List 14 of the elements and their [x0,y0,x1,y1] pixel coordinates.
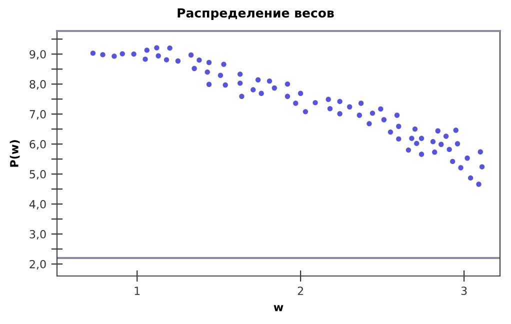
x-axis-title: w [274,305,284,312]
y-tick-label: 7,0 [30,110,46,120]
y-tick-label: 2,0 [30,260,46,270]
x-tick-label: 1 [134,286,140,295]
y-tick-label: 3,0 [30,230,46,240]
y-axis-title: P(w) [10,140,20,167]
y-tick-label: 6,0 [30,140,46,150]
y-tick-label: 5,0 [30,170,46,180]
y-tick-label: 4,0 [29,200,46,210]
y-tick-label: 9,0 [30,50,46,60]
y-tick-label: 8,0 [30,80,46,90]
chart-title: Распределение весов [178,8,334,20]
x-tick-label: 3 [461,286,467,296]
x-tick-label: 2 [298,286,303,295]
